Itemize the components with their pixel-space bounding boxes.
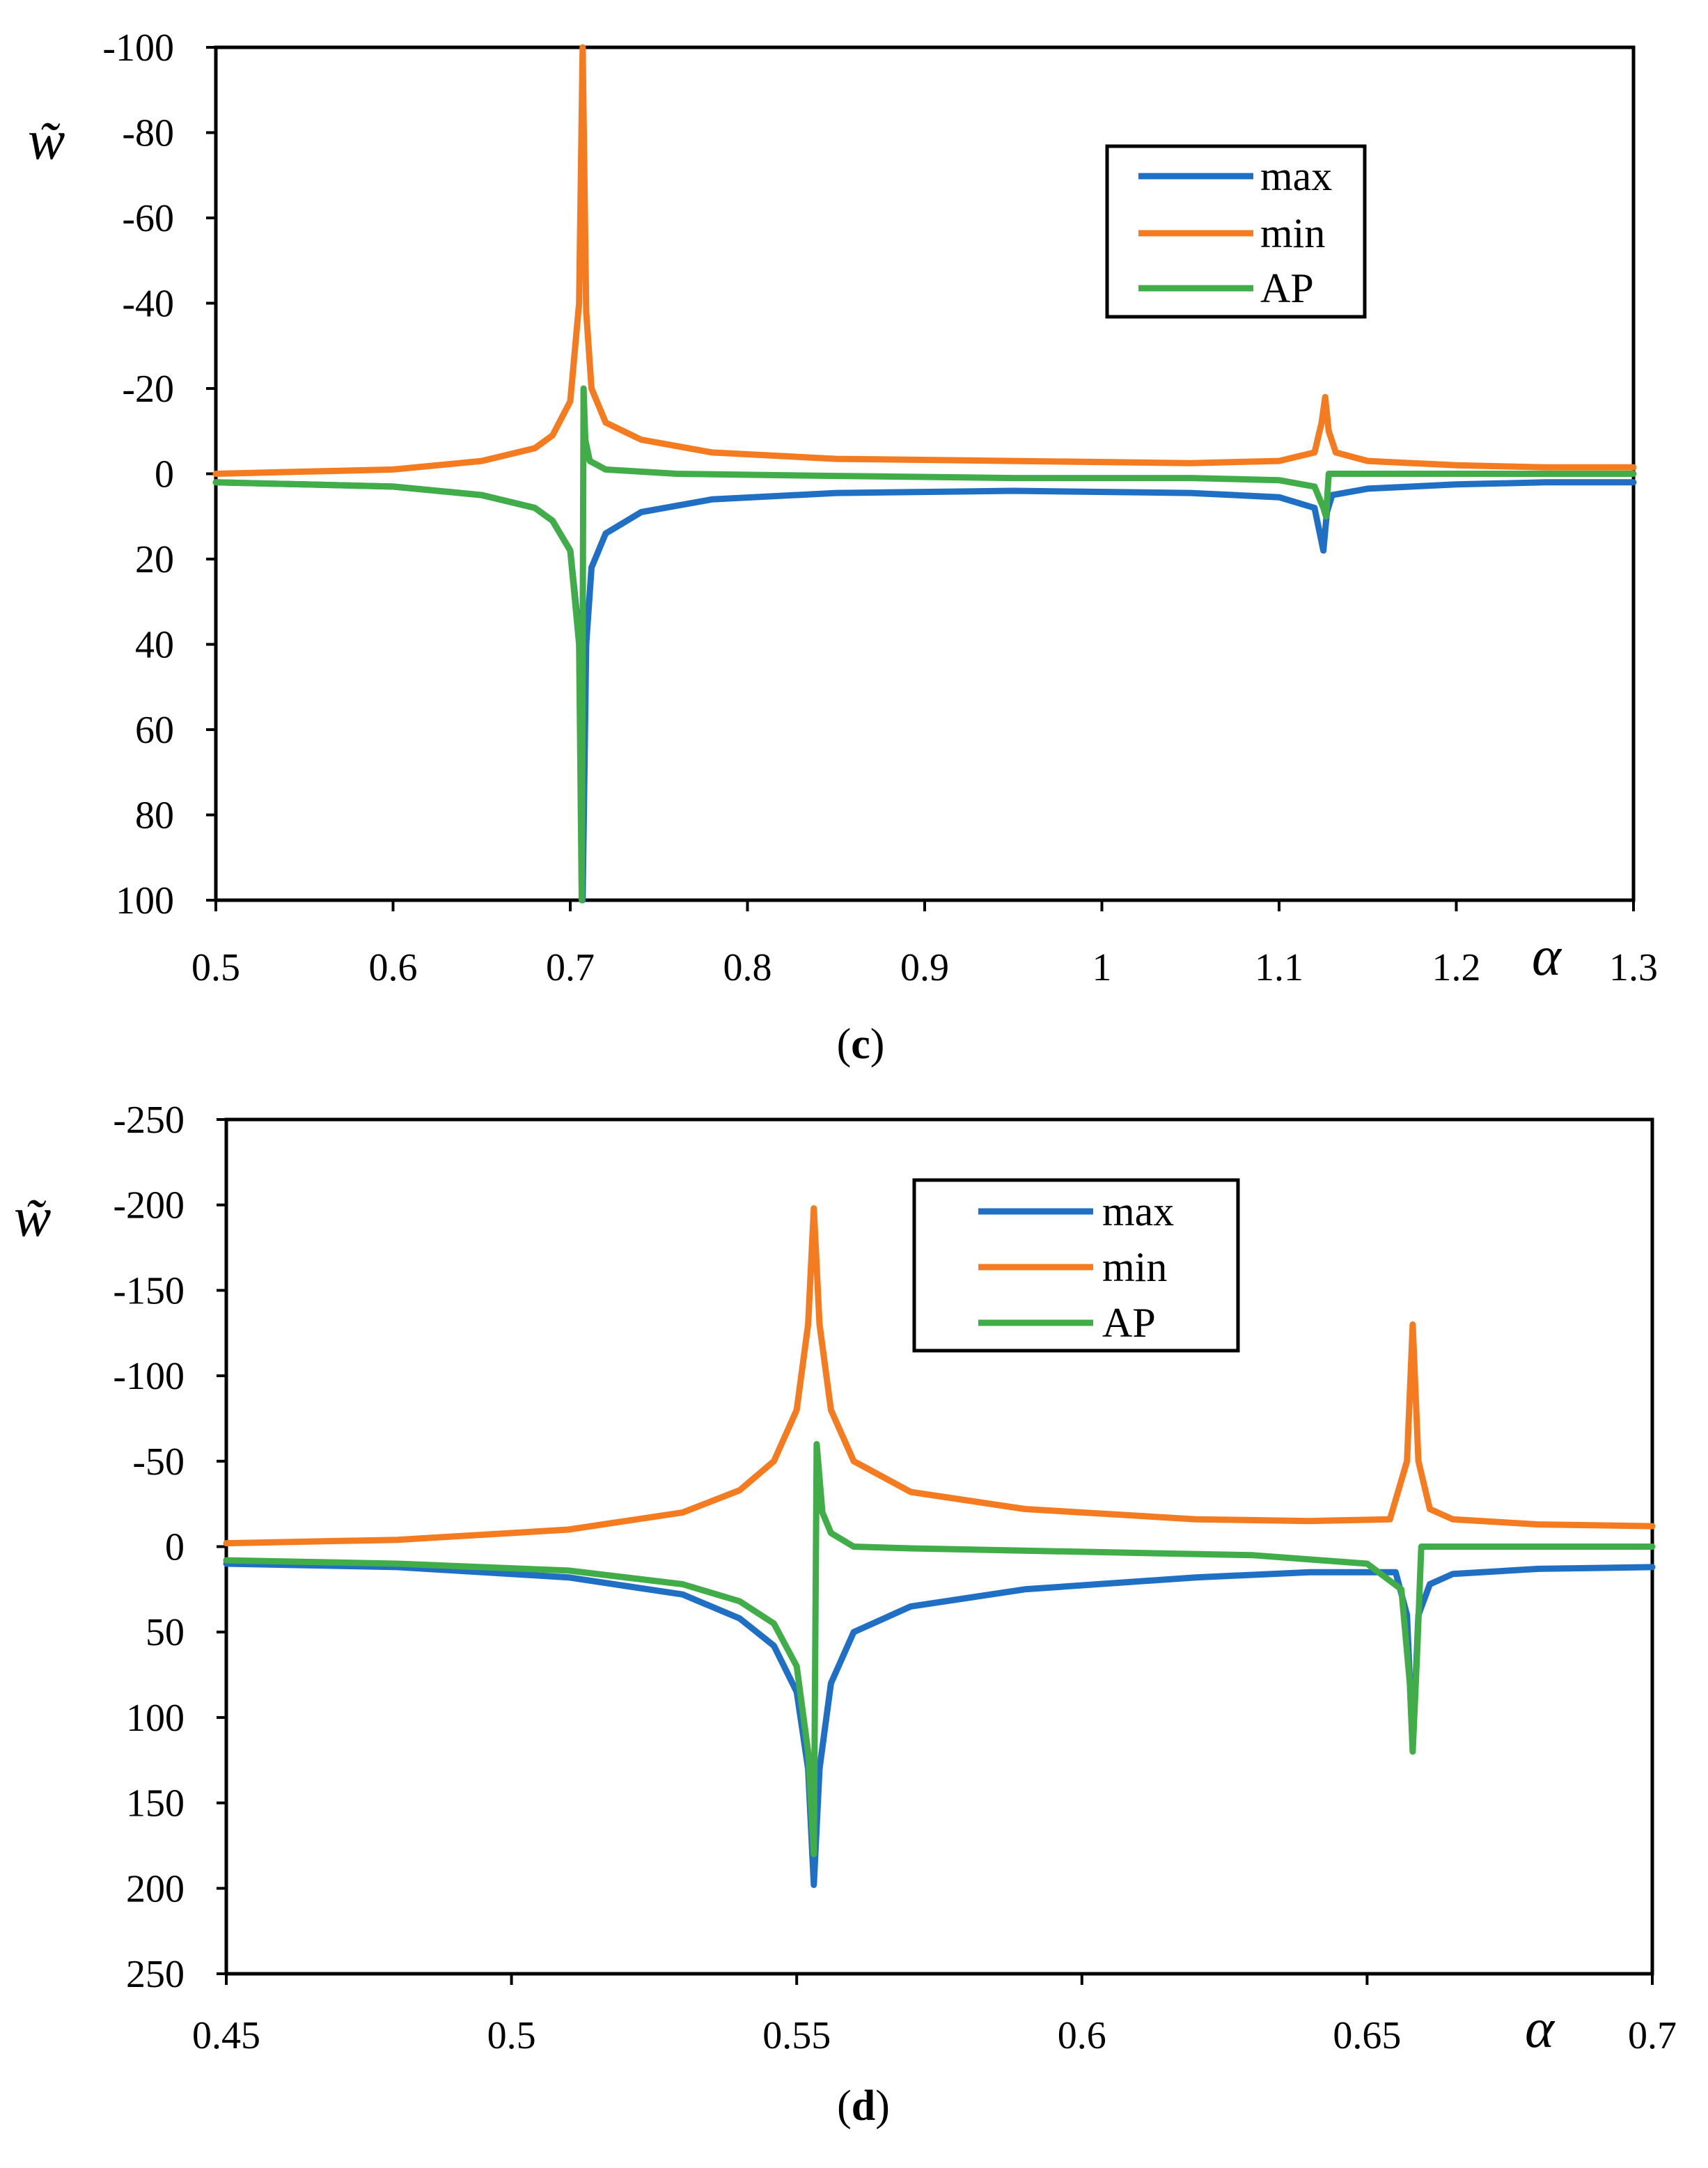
panel-caption-d: (d) [837,2082,890,2130]
y-tick-label: -250 [113,1099,185,1142]
x-tick-label: 0.7 [1628,2014,1677,2057]
y-tick-label: 50 [146,1611,185,1654]
y-tick-label: 200 [126,1867,185,1910]
legend-label-max: max [1102,1188,1174,1234]
series-line-min [212,44,1637,477]
legend-label-max: max [1260,153,1332,199]
x-tick-label: 0.6 [1058,2014,1106,2057]
x-tick-label: 0.8 [723,946,772,989]
y-tick-label: 150 [126,1782,185,1825]
legend: max min AP [1105,144,1367,319]
x-axis-label: α [1532,926,1562,987]
series-line-max [223,1560,1656,1888]
y-tick-label: -100 [102,26,174,70]
series-line-max [212,479,1637,904]
y-tick-label: -50 [132,1440,185,1484]
y-tick-label: 80 [135,794,174,838]
y-tick-label: -40 [122,283,174,326]
panel-caption-c: (c) [837,1021,885,1068]
caption-letter: d [852,2082,875,2130]
x-tick-label: 0.45 [192,2014,260,2057]
y-tick-label: -80 [122,112,174,155]
legend-label-ap: AP [1260,265,1314,311]
x-tick-label: 1.3 [1609,946,1658,989]
x-tick-label: 1.1 [1255,946,1303,989]
y-tick-label: -20 [122,368,174,411]
y-tick-marks [217,1118,226,1975]
y-tick-label: 250 [126,1953,185,1996]
y-tick-label: -60 [122,197,174,240]
legend-label-min: min [1260,210,1325,256]
caption-letter: c [851,1021,870,1068]
y-tick-label: 60 [135,709,174,752]
y-tick-label: -200 [113,1184,185,1227]
x-tick-labels: 0.5 0.6 0.7 0.8 0.9 1 1.1 1.2 1.3 [191,946,1658,989]
y-tick-label: 40 [135,624,174,667]
y-axis-label: w̃ [28,110,65,171]
x-tick-label: 1.2 [1432,946,1481,989]
x-tick-labels: 0.45 0.5 0.55 0.6 0.65 0.7 [192,2014,1677,2057]
y-tick-label: 0 [155,453,174,496]
legend: max min AP [912,1178,1240,1353]
x-tick-label: 0.6 [369,946,418,989]
y-tick-label: -150 [113,1269,185,1312]
legend-label-min: min [1102,1244,1167,1290]
series-line-ap [212,385,1637,904]
y-tick-marks [206,46,216,902]
y-tick-label: 20 [135,538,174,581]
y-tick-label: 0 [165,1526,185,1569]
caption-close-paren: ) [870,1021,885,1068]
y-tick-labels: -250 -200 -150 -100 -50 0 50 100 150 200 250 [113,1099,185,1996]
x-tick-label: 0.5 [191,946,240,989]
caption-open-paren: ( [837,1021,852,1068]
y-tick-labels: -100 -80 -60 -40 -20 0 20 40 60 80 100 [102,26,174,922]
y-tick-label: -100 [113,1355,185,1398]
x-tick-label: 0.7 [546,946,595,989]
caption-open-paren: ( [837,2082,852,2130]
y-axis-label: w̃ [14,1187,51,1248]
y-tick-label: 100 [126,1697,185,1740]
x-tick-marks [225,1974,1654,1985]
x-tick-label: 0.9 [900,946,949,989]
legend-label-ap: AP [1102,1300,1156,1346]
series-lines [212,44,1637,904]
x-tick-label: 1 [1092,946,1112,989]
y-tick-label: 100 [116,879,174,922]
x-tick-marks [214,900,1635,911]
series-line-min [223,1205,1656,1547]
x-tick-label: 0.65 [1333,2014,1401,2057]
x-axis-label: α [1525,1998,1556,2059]
x-tick-label: 0.55 [762,2014,831,2057]
series-lines [223,1205,1656,1888]
caption-close-paren: ) [875,2082,890,2130]
series-line-ap [223,1440,1656,1857]
x-tick-label: 0.5 [487,2014,536,2057]
